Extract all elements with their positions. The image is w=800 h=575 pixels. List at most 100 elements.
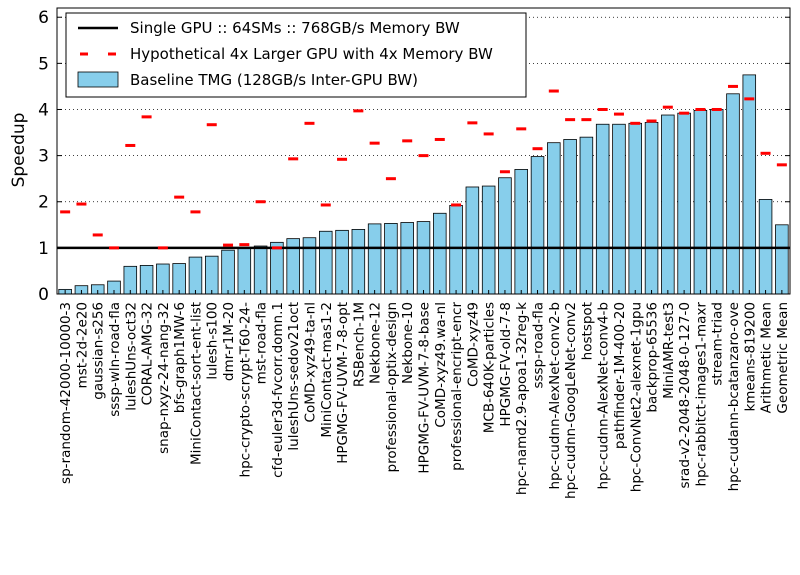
x-tick-label: luleshUns-oct32 [123, 302, 139, 411]
bar [612, 123, 626, 295]
bar [530, 156, 545, 295]
x-tick-label: professional-encript-encr [449, 302, 465, 471]
x-tick-label: hpc-cudnn-GoogLeNet-conv2 [563, 302, 579, 499]
x-tick-label: MiniContact-sort-ent-list [188, 302, 204, 465]
bar [156, 263, 170, 295]
x-tick-label: sp-random-42000-10000-3 [58, 302, 74, 484]
bar [709, 109, 724, 295]
x-tick-label: backprop-65536 [645, 302, 661, 413]
x-tick-label: cfd-euler3d-fvcorr.domn.1 [270, 302, 286, 478]
x-tick-label: lulesh-s100 [205, 302, 221, 380]
bar [661, 114, 675, 295]
bar [579, 136, 594, 295]
x-tick-label: sssp-road-fla [531, 302, 547, 389]
bar [335, 229, 349, 295]
y-tick-label: 6 [38, 8, 49, 28]
bar [628, 122, 643, 295]
bar [204, 255, 219, 295]
bar [498, 177, 512, 295]
bar [172, 263, 186, 295]
y-axis-label: Speedup [9, 113, 29, 188]
x-tick-label: srad-v2-2048-2048-0-127-0 [677, 302, 693, 489]
x-tick-label: HPGMG-FV-old-7-8 [498, 302, 514, 427]
bar [595, 123, 610, 295]
legend: Single GPU :: 64SMs :: 768GB/s Memory BW… [65, 12, 527, 98]
x-tick-label: pathfinder-1M-400-20 [612, 302, 628, 449]
x-tick-label: professional-optix-design [384, 302, 400, 472]
legend-label: Hypothetical 4x Larger GPU with 4x Memor… [130, 45, 493, 63]
x-tick-label: luleshUns-sedov21oct [286, 302, 302, 451]
legend-label: Single GPU :: 64SMs :: 768GB/s Memory BW [130, 19, 460, 37]
x-tick-label: hpc-rabbitct-images1-maxr [693, 302, 709, 487]
x-axis-ticks: sp-random-42000-10000-3 mst-2d-2e20 gaussi… [58, 290, 791, 499]
x-tick-label: hostspot [579, 302, 595, 360]
legend-label: Baseline TMG (128GB/s Inter-GPU BW) [130, 71, 418, 89]
x-tick-label: CoMD-xyz49.wa-nl [433, 302, 449, 428]
x-tick-label: hpc-cudann-bcatanzaro-ove [726, 302, 742, 491]
x-tick-label: dmr-r1M-20 [221, 302, 237, 381]
bar [319, 230, 333, 295]
bar [547, 142, 561, 295]
bar [367, 223, 382, 295]
x-tick-label: CoMD-xyz49-ta-nl [302, 302, 318, 422]
y-tick-label: 1 [38, 239, 49, 259]
x-tick-label: Arithmetic Mean [759, 302, 775, 413]
x-tick-label: RSBench-1M [351, 302, 367, 387]
legend-bar-swatch [77, 71, 119, 88]
y-tick-label: 0 [38, 285, 49, 305]
x-tick-label: MCB-640K-particles [482, 302, 498, 433]
bar [465, 186, 480, 295]
bar [677, 112, 691, 295]
x-tick-label: bfs-graph1MW-6 [172, 302, 188, 413]
hypothetical-markers-group [60, 84, 787, 250]
x-tick-label: sssp-wln-road-fla [107, 302, 123, 417]
x-tick-label: hpc-ConvNet2-alexnet-1gpu [628, 302, 644, 492]
x-tick-label: HPGMG-FV-UVM-7-8-base [417, 302, 433, 474]
bar [400, 222, 414, 295]
bars-group [58, 74, 789, 295]
x-tick-label: hpc-cudnn-AlexNet-conv4-b [596, 302, 612, 490]
bar [188, 256, 203, 295]
y-tick-label: 4 [38, 100, 49, 120]
bar [221, 249, 235, 295]
bar [123, 265, 138, 295]
bar [351, 229, 366, 295]
bar [726, 93, 740, 295]
y-tick-label: 3 [38, 147, 49, 167]
bar [433, 212, 447, 295]
bar [481, 185, 496, 295]
bar [693, 110, 708, 295]
x-tick-label: hpc-crypto-scrypt-T60-24- [237, 302, 253, 478]
bar [563, 139, 577, 295]
x-tick-label: stream-triad [710, 302, 726, 386]
y-tick-label: 2 [38, 193, 49, 213]
x-tick-label: CoMD-xyz49 [465, 302, 481, 387]
x-tick-label: Geometric Mean [775, 302, 791, 414]
x-tick-label: Nekbone-10 [400, 302, 416, 384]
x-tick-label: mst-2d-2e20 [74, 302, 90, 388]
x-tick-label: hpc-namd2.9-apoa1-32reg-k [514, 302, 530, 495]
bar [644, 122, 659, 295]
bar [302, 237, 317, 295]
x-tick-label: gaussian-s256 [91, 302, 107, 400]
x-tick-label: HPGMG-FV-UVM-7-8-opt [335, 302, 351, 464]
y-axis-ticks: 0 1 2 3 4 5 6 [38, 8, 790, 305]
x-tick-label: snap-nxyz-24-nang-32 [156, 302, 172, 454]
x-tick-label: hpc-cudnn-AlexNet-conv2-b [547, 302, 563, 490]
bar [514, 169, 528, 295]
x-tick-label: mst-road-fla [254, 302, 270, 384]
x-tick-label: Nekbone-12 [368, 302, 384, 384]
bar [742, 74, 757, 295]
y-tick-label: 5 [38, 54, 49, 74]
x-tick-label: kmeans-819200 [742, 302, 758, 412]
bar [253, 245, 268, 295]
x-tick-label: MiniAMR-test3 [661, 302, 677, 399]
bar [237, 247, 252, 295]
bar [384, 223, 398, 295]
legend-box [65, 12, 527, 98]
bar [775, 224, 789, 295]
bar [270, 241, 284, 295]
bar [139, 264, 154, 295]
bar [416, 221, 431, 295]
